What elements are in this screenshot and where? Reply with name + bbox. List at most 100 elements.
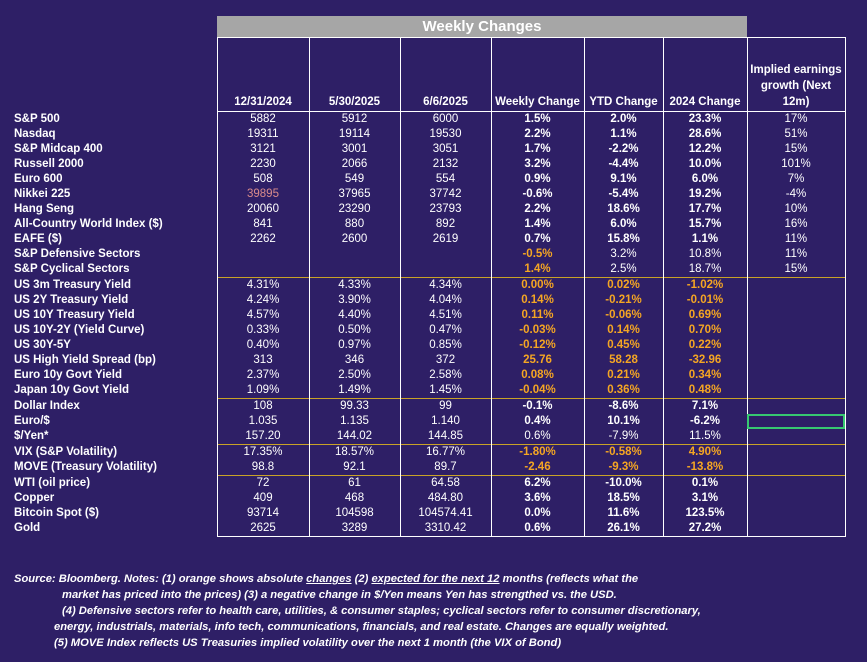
table-cell: 1.1%	[583, 127, 663, 142]
row-label: Copper	[14, 492, 55, 504]
table-cell: 0.85%	[399, 338, 491, 353]
table-cell: 0.6%	[490, 429, 584, 445]
row-label: US High Yield Spread (bp)	[14, 354, 156, 366]
table-cell: 2619	[399, 232, 491, 247]
table-cell: 104598	[308, 506, 400, 521]
table-cell: 0.22%	[662, 338, 747, 353]
table-cell: 89.7	[399, 460, 491, 476]
table-cell: 28.6%	[662, 127, 747, 142]
table-cell: 4.40%	[308, 308, 400, 323]
table-cell: 0.97%	[308, 338, 400, 353]
selected-cell[interactable]	[746, 414, 846, 429]
table-row: US 10Y Treasury Yield 4.57% 4.40% 4.51% 0.11…	[12, 308, 846, 323]
column-header: Weekly Change	[490, 37, 584, 112]
row-label: S&P 500	[14, 112, 60, 125]
table-cell: 0.1%	[662, 475, 747, 491]
row-label: MOVE (Treasury Volatility)	[14, 461, 157, 474]
column-header: 5/30/2025	[308, 37, 400, 112]
table-cell: 4.33%	[308, 277, 400, 293]
table-cell: 93714	[216, 506, 309, 521]
table-cell: 0.7%	[490, 232, 584, 247]
column-header: 2024 Change	[662, 37, 747, 112]
row-label: WTI (oil price)	[14, 476, 91, 489]
table-cell: 39895	[216, 187, 309, 202]
table-cell	[308, 247, 400, 262]
table-cell: 51%	[746, 127, 846, 142]
table-cell: 98.8	[216, 460, 309, 476]
table-cell: 104574.41	[399, 506, 491, 521]
row-label: US 3m Treasury Yield	[14, 278, 131, 291]
table-cell: 1.135	[308, 414, 400, 429]
table-cell: 144.02	[308, 429, 400, 445]
table-cell: -7.9%	[583, 429, 663, 445]
table-cell	[308, 262, 400, 278]
table-row: Euro 600 508 549 554 0.9% 9.1% 6.0% 7%	[12, 172, 846, 187]
table-cell: -10.0%	[583, 475, 663, 491]
table-cell: 2.2%	[490, 202, 584, 217]
table-cell: 58.28	[583, 353, 663, 368]
table-cell: 0.45%	[583, 338, 663, 353]
table-cell: 4.34%	[399, 277, 491, 293]
table-cell: 3121	[216, 142, 309, 157]
table-cell: 5882	[216, 111, 309, 127]
table-cell: 3001	[308, 142, 400, 157]
table-cell: 0.6%	[490, 521, 584, 537]
table-row: Gold 2625 3289 3310.42 0.6% 26.1% 27.2%	[12, 521, 846, 537]
table-cell: 17%	[746, 111, 846, 127]
table-cell: 72	[216, 475, 309, 491]
table-cell: 0.69%	[662, 308, 747, 323]
column-header: 6/6/2025	[399, 37, 491, 112]
column-header: Implied earnings growth (Next 12m)	[746, 37, 846, 112]
table-row: $/Yen* 157.20 144.02 144.85 0.6% -7.9% 11.5%	[12, 429, 846, 445]
column-header: 12/31/2024	[216, 37, 309, 112]
table-cell: 549	[308, 172, 400, 187]
table-cell: 0.34%	[662, 368, 747, 383]
table-cell: -0.03%	[490, 323, 584, 338]
table-row: Euro 10y Govt Yield 2.37% 2.50% 2.58% 0.08% 0…	[12, 368, 846, 383]
table-cell: 19.2%	[662, 187, 747, 202]
table-cell: 2230	[216, 157, 309, 172]
table-cell: 108	[216, 398, 309, 414]
table-row: MOVE (Treasury Volatility) 98.8 92.1 89.7 -2…	[12, 460, 846, 476]
row-label: Euro/$	[14, 415, 50, 427]
table-cell: 0.0%	[490, 506, 584, 521]
table-cell: 19311	[216, 127, 309, 142]
table-cell: -0.6%	[490, 187, 584, 202]
table-cell: 7.1%	[662, 398, 747, 414]
table-cell: 15.8%	[583, 232, 663, 247]
table-cell: 0.36%	[583, 383, 663, 399]
table-cell: 37742	[399, 187, 491, 202]
table-cell	[399, 247, 491, 262]
column-header: YTD Change	[583, 37, 663, 112]
row-label: VIX (S&P Volatility)	[14, 445, 118, 458]
table-cell: -9.3%	[583, 460, 663, 476]
row-label: Nikkei 225	[14, 188, 71, 200]
table-cell: 0.50%	[308, 323, 400, 338]
table-row: Copper 409 468 484.80 3.6% 18.5% 3.1%	[12, 491, 846, 506]
note-line-4: energy, industrials, materials, info tec…	[54, 621, 669, 633]
table-cell: 0.4%	[490, 414, 584, 429]
table-cell: 6.0%	[583, 217, 663, 232]
table-row: Euro/$ 1.035 1.135 1.140 0.4% 10.1% -6.2%	[12, 414, 846, 429]
table-cell: 372	[399, 353, 491, 368]
table-cell: 4.31%	[216, 277, 309, 293]
table-row: US 10Y-2Y (Yield Curve) 0.33% 0.50% 0.47% -0…	[12, 323, 846, 338]
table-row: US 3m Treasury Yield 4.31% 4.33% 4.34% 0.00%…	[12, 277, 846, 293]
table-cell: 2.50%	[308, 368, 400, 383]
row-label: Hang Seng	[14, 203, 75, 215]
table-cell: 23793	[399, 202, 491, 217]
table-cell	[746, 368, 846, 383]
row-label: S&P Midcap 400	[14, 143, 103, 155]
table-cell: -13.8%	[662, 460, 747, 476]
table-cell: 18.57%	[308, 444, 400, 460]
table-cell: 468	[308, 491, 400, 506]
table-cell	[746, 460, 846, 476]
table-cell: 3.2%	[583, 247, 663, 262]
table-row: EAFE ($) 2262 2600 2619 0.7% 15.8% 1.1% 11%	[12, 232, 846, 247]
table-cell: -6.2%	[662, 414, 747, 429]
table-cell: 144.85	[399, 429, 491, 445]
table-cell: 10.1%	[583, 414, 663, 429]
table-cell: 64.58	[399, 475, 491, 491]
row-label: S&P Cyclical Sectors	[14, 263, 130, 276]
table-cell: 2.37%	[216, 368, 309, 383]
